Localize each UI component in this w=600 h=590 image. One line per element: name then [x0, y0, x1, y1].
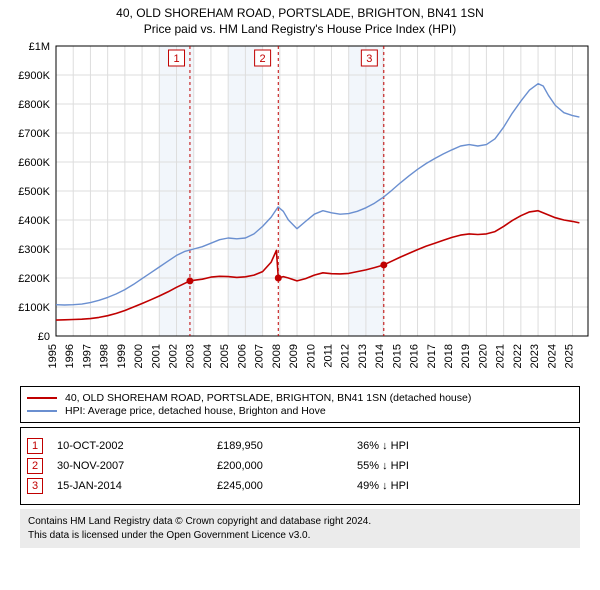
price-chart-svg: £0 £100K £200K £300K £400K £500K £600K £700K £80…	[0, 40, 600, 380]
svg-text:£0: £0	[38, 331, 50, 343]
row-date: 15-JAN-2014	[57, 480, 217, 492]
svg-text:2007: 2007	[254, 344, 266, 368]
svg-text:2017: 2017	[426, 344, 438, 368]
svg-text:2006: 2006	[236, 344, 248, 368]
svg-text:2016: 2016	[409, 344, 421, 368]
svg-text:1998: 1998	[99, 344, 111, 368]
page-root: 40, OLD SHOREHAM ROAD, PORTSLADE, BRIGHT…	[0, 0, 600, 548]
svg-text:2025: 2025	[564, 344, 576, 368]
row-price: £245,000	[217, 480, 357, 492]
legend-box: 40, OLD SHOREHAM ROAD, PORTSLADE, BRIGHT…	[20, 386, 580, 423]
svg-text:£500K: £500K	[18, 186, 50, 198]
footer-line1: Contains HM Land Registry data © Crown c…	[28, 515, 572, 529]
chart-titles: 40, OLD SHOREHAM ROAD, PORTSLADE, BRIGHT…	[0, 0, 600, 40]
svg-text:1: 1	[173, 53, 179, 65]
svg-text:£1M: £1M	[29, 41, 50, 53]
svg-text:£300K: £300K	[18, 244, 50, 256]
legend-row: 40, OLD SHOREHAM ROAD, PORTSLADE, BRIGHT…	[27, 392, 573, 404]
title-address: 40, OLD SHOREHAM ROAD, PORTSLADE, BRIGHT…	[0, 6, 600, 20]
svg-text:£900K: £900K	[18, 70, 50, 82]
svg-text:2020: 2020	[477, 344, 489, 368]
svg-text:1997: 1997	[81, 344, 93, 368]
row-marker: 3	[27, 478, 43, 494]
row-date: 30-NOV-2007	[57, 460, 217, 472]
footer-attribution: Contains HM Land Registry data © Crown c…	[20, 509, 580, 548]
svg-text:2011: 2011	[322, 344, 334, 368]
svg-text:£600K: £600K	[18, 157, 50, 169]
svg-text:2015: 2015	[391, 344, 403, 368]
svg-text:2014: 2014	[374, 344, 386, 368]
svg-text:1999: 1999	[116, 344, 128, 368]
row-price: £200,000	[217, 460, 357, 472]
svg-text:2: 2	[260, 53, 266, 65]
row-marker: 2	[27, 458, 43, 474]
row-price: £189,950	[217, 440, 357, 452]
svg-text:£100K: £100K	[18, 302, 50, 314]
svg-text:2008: 2008	[271, 344, 283, 368]
svg-text:2003: 2003	[185, 344, 197, 368]
svg-text:2021: 2021	[495, 344, 507, 368]
svg-text:2004: 2004	[202, 344, 214, 368]
legend-row: HPI: Average price, detached house, Brig…	[27, 405, 573, 417]
svg-text:2005: 2005	[219, 344, 231, 368]
row-date: 10-OCT-2002	[57, 440, 217, 452]
svg-text:2001: 2001	[150, 344, 162, 368]
row-hpi: 36% ↓ HPI	[357, 440, 517, 452]
row-hpi: 49% ↓ HPI	[357, 480, 517, 492]
legend-swatch	[27, 410, 57, 412]
svg-text:2009: 2009	[288, 344, 300, 368]
table-row: 2 30-NOV-2007£200,00055% ↓ HPI	[27, 458, 573, 474]
svg-text:2019: 2019	[460, 344, 472, 368]
svg-text:£800K: £800K	[18, 99, 50, 111]
legend-label: 40, OLD SHOREHAM ROAD, PORTSLADE, BRIGHT…	[65, 392, 471, 404]
chart-area: £0 £100K £200K £300K £400K £500K £600K £700K £80…	[0, 40, 600, 380]
svg-text:2000: 2000	[133, 344, 145, 368]
svg-text:2012: 2012	[340, 344, 352, 368]
footer-line2: This data is licensed under the Open Gov…	[28, 529, 572, 543]
row-hpi: 55% ↓ HPI	[357, 460, 517, 472]
title-subtitle: Price paid vs. HM Land Registry's House …	[0, 22, 600, 36]
row-marker: 1	[27, 438, 43, 454]
svg-text:£700K: £700K	[18, 128, 50, 140]
svg-text:1996: 1996	[64, 344, 76, 368]
svg-text:2024: 2024	[546, 344, 558, 368]
legend-label: HPI: Average price, detached house, Brig…	[65, 405, 326, 417]
sales-table: 1 10-OCT-2002£189,95036% ↓ HPI 2 30-NOV-200…	[20, 427, 580, 505]
table-row: 1 10-OCT-2002£189,95036% ↓ HPI	[27, 438, 573, 454]
svg-text:1995: 1995	[47, 344, 59, 368]
svg-text:2023: 2023	[529, 344, 541, 368]
svg-text:2013: 2013	[357, 344, 369, 368]
svg-text:2022: 2022	[512, 344, 524, 368]
svg-text:2002: 2002	[168, 344, 180, 368]
svg-text:£200K: £200K	[18, 273, 50, 285]
svg-text:2010: 2010	[305, 344, 317, 368]
svg-text:£400K: £400K	[18, 215, 50, 227]
svg-text:2018: 2018	[443, 344, 455, 368]
table-row: 3 15-JAN-2014£245,00049% ↓ HPI	[27, 478, 573, 494]
svg-text:3: 3	[366, 53, 372, 65]
legend-swatch	[27, 397, 57, 399]
